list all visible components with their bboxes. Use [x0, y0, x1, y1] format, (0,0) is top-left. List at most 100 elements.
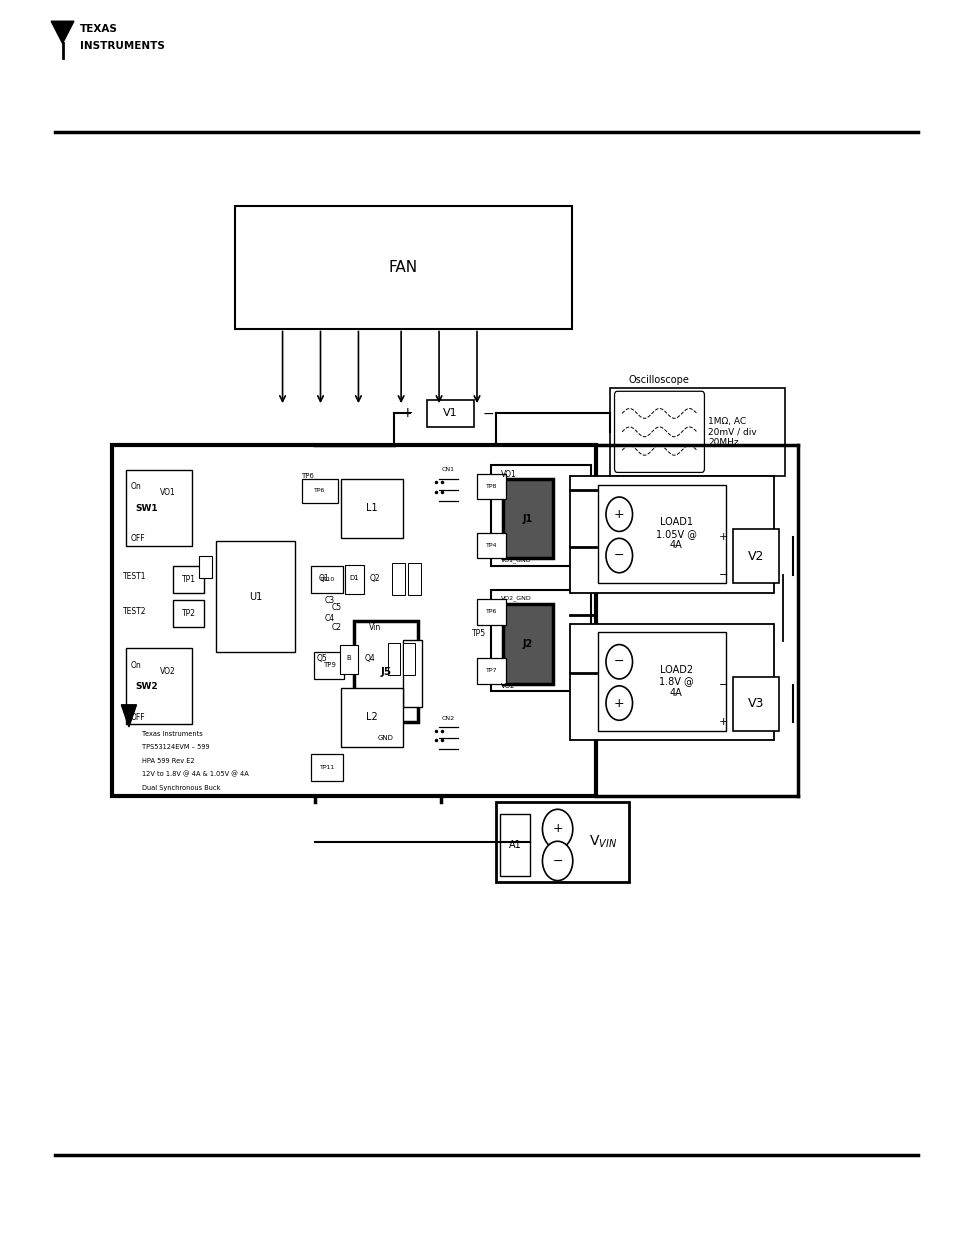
Text: VO2: VO2 — [160, 667, 175, 676]
Text: TP7: TP7 — [485, 668, 497, 673]
Bar — [340, 645, 358, 674]
Text: TP1: TP1 — [181, 574, 195, 584]
Circle shape — [605, 645, 632, 679]
Text: +: + — [719, 718, 727, 727]
Bar — [126, 648, 193, 725]
Text: V2: V2 — [747, 550, 763, 562]
Bar — [234, 206, 571, 329]
Circle shape — [605, 496, 632, 531]
Bar — [609, 388, 784, 477]
Text: FAN: FAN — [389, 259, 417, 274]
Text: 12V to 1.8V @ 4A & 1.05V @ 4A: 12V to 1.8V @ 4A & 1.05V @ 4A — [142, 771, 249, 778]
Text: J2: J2 — [522, 638, 533, 648]
Bar — [388, 643, 399, 676]
Bar — [402, 640, 421, 708]
Text: L1: L1 — [366, 503, 377, 513]
Text: L2: L2 — [366, 713, 377, 722]
Text: −: − — [719, 679, 727, 689]
Text: V1: V1 — [442, 409, 457, 419]
Text: OFF: OFF — [131, 713, 145, 721]
Text: TP2: TP2 — [181, 609, 195, 619]
Text: VO2_GND: VO2_GND — [500, 595, 531, 601]
Bar — [112, 446, 595, 795]
Bar — [491, 590, 590, 692]
Text: +: + — [552, 823, 562, 835]
Text: J1: J1 — [522, 514, 533, 524]
Text: HPA 599 Rev E2: HPA 599 Rev E2 — [142, 757, 194, 763]
Text: LOAD2
1.8V @
4A: LOAD2 1.8V @ 4A — [659, 664, 693, 698]
Bar — [314, 652, 344, 679]
Bar — [476, 474, 506, 499]
Text: 1MΩ, AC
20mV / div
20MHz: 1MΩ, AC 20mV / div 20MHz — [707, 417, 756, 447]
Text: B: B — [346, 655, 351, 661]
Bar — [173, 566, 204, 593]
Text: GND: GND — [377, 735, 394, 741]
Text: CN1: CN1 — [441, 468, 455, 473]
Bar — [126, 471, 193, 546]
Bar — [311, 755, 343, 781]
Text: SW1: SW1 — [135, 504, 158, 513]
Text: TPS53124EVM – 599: TPS53124EVM – 599 — [142, 745, 210, 750]
Text: +: + — [614, 697, 624, 710]
Text: TEST1: TEST1 — [123, 573, 147, 582]
Bar — [407, 563, 420, 595]
Bar — [732, 677, 778, 731]
Text: TP11: TP11 — [319, 764, 335, 769]
Text: C3: C3 — [325, 595, 335, 605]
Bar — [476, 532, 506, 558]
Text: LOAD1
1.05V @
4A: LOAD1 1.05V @ 4A — [655, 517, 696, 551]
Text: Dual Synchronous Buck: Dual Synchronous Buck — [142, 784, 220, 790]
Bar — [598, 632, 725, 731]
Bar — [491, 466, 590, 566]
Bar — [354, 621, 417, 722]
Text: −: − — [614, 550, 624, 562]
Bar — [173, 600, 204, 627]
Text: J5: J5 — [380, 667, 391, 677]
Bar — [499, 814, 530, 876]
Text: VO1_GND: VO1_GND — [500, 558, 531, 563]
Bar — [426, 400, 474, 427]
Text: −: − — [482, 406, 494, 420]
Text: +: + — [614, 508, 624, 521]
Bar — [598, 484, 725, 583]
Text: −: − — [552, 855, 562, 867]
Text: Q4: Q4 — [364, 653, 375, 662]
Text: Texas Instruments: Texas Instruments — [142, 731, 203, 736]
Circle shape — [605, 685, 632, 720]
Bar — [345, 564, 364, 594]
Text: TP8: TP8 — [485, 484, 497, 489]
Bar — [476, 599, 506, 625]
Text: C5: C5 — [332, 603, 341, 613]
Polygon shape — [51, 21, 73, 43]
Text: U1: U1 — [249, 592, 262, 601]
Text: On: On — [131, 482, 141, 492]
Text: +: + — [401, 406, 414, 420]
Circle shape — [542, 841, 572, 881]
Text: TEXAS: TEXAS — [79, 23, 117, 33]
Bar — [199, 556, 213, 578]
Text: OFF: OFF — [131, 535, 145, 543]
Text: V$_{VIN}$: V$_{VIN}$ — [588, 834, 617, 850]
Bar — [732, 529, 778, 583]
Bar — [502, 479, 553, 558]
Text: TP4: TP4 — [485, 543, 497, 548]
Bar — [216, 541, 294, 652]
Text: V3: V3 — [747, 697, 763, 710]
Text: CN2: CN2 — [441, 716, 455, 721]
Text: VO2: VO2 — [500, 683, 515, 689]
Text: TP5: TP5 — [472, 629, 486, 638]
Text: Vin: Vin — [368, 622, 380, 632]
Text: C4: C4 — [325, 614, 335, 624]
Text: TEST2: TEST2 — [123, 606, 147, 616]
Text: VO1: VO1 — [160, 488, 175, 498]
Text: Q2: Q2 — [369, 574, 379, 583]
Bar — [341, 479, 402, 537]
Bar — [402, 643, 415, 676]
Bar — [502, 604, 553, 684]
Text: +: + — [719, 532, 727, 542]
Bar — [496, 802, 628, 882]
Text: SW2: SW2 — [135, 682, 158, 690]
Bar — [569, 624, 773, 741]
Text: C2: C2 — [332, 622, 341, 632]
Text: −: − — [719, 571, 727, 580]
